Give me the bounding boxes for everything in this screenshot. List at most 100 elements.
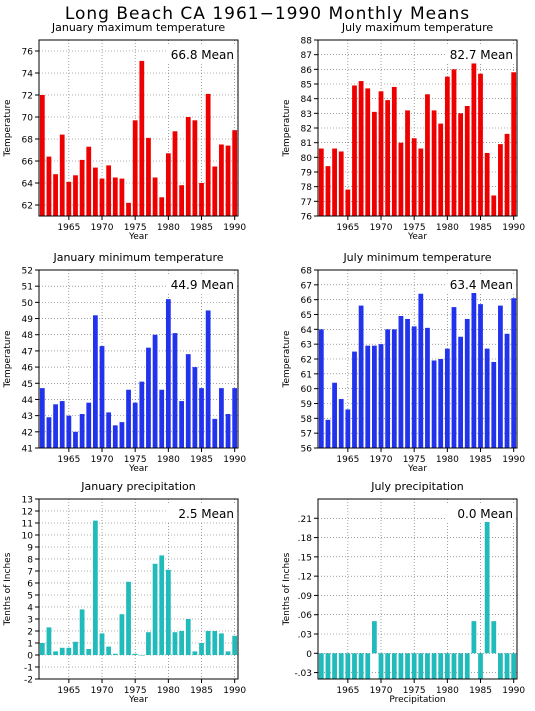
y-tick-label: 62 — [22, 202, 33, 212]
x-tick-label: 1965 — [336, 455, 359, 465]
x-tick-label: 1965 — [336, 223, 359, 233]
y-axis-label: Tenths of Inches — [282, 552, 292, 626]
bar — [159, 389, 165, 448]
chart-title: January minimum temperature — [52, 251, 223, 264]
mean-label-bg — [166, 275, 236, 293]
bar — [471, 287, 477, 448]
chart-panel-3: 41 42 43 44 45 46 47 48 49 50 51 52 1965 1970 1975 1980… — [3, 251, 246, 474]
y-tick-label: 76 — [22, 48, 34, 58]
y-tick-label: 72 — [22, 92, 33, 102]
y-tick-label: 82 — [301, 125, 312, 135]
y-tick-label: 47 — [22, 347, 33, 357]
x-tick-label: 1970 — [91, 223, 114, 233]
bar — [59, 647, 65, 655]
bar — [99, 178, 105, 216]
bar — [484, 348, 490, 448]
y-tick-label: 76 — [301, 213, 313, 223]
y-tick-label: 45 — [22, 380, 33, 390]
bar — [205, 310, 211, 448]
bar — [192, 651, 198, 655]
x-axis-label: Year — [128, 232, 148, 242]
bar — [511, 72, 517, 217]
bar — [352, 85, 357, 216]
bar — [165, 569, 171, 655]
x-tick-label: 1970 — [370, 223, 393, 233]
x-tick-label: 1980 — [157, 223, 180, 233]
bar — [126, 389, 131, 448]
chart-panel-1: 62 64 66 68 70 72 74 76 1965 1970 1975 1980 1985 1990… — [3, 21, 246, 242]
x-tick-label: 1975 — [403, 223, 426, 233]
bar — [146, 347, 151, 448]
y-tick-label: 51 — [22, 283, 33, 293]
x-axis-label: Year — [128, 464, 148, 474]
bar — [73, 641, 78, 655]
y-tick-label: 57 — [301, 430, 312, 440]
plot-frame — [317, 498, 518, 680]
y-tick-label: 87 — [301, 51, 312, 61]
x-tick-label: 1965 — [57, 223, 80, 233]
y-axis-label: Temperature — [282, 99, 292, 157]
y-tick-label: 80 — [301, 154, 313, 164]
y-tick-label: 77 — [301, 198, 312, 208]
bar — [119, 422, 125, 448]
bar — [232, 388, 238, 448]
bar — [391, 653, 397, 679]
bar — [464, 653, 470, 679]
bar — [152, 177, 158, 216]
x-tick-label: 1965 — [57, 686, 80, 696]
y-tick-label: 66 — [22, 158, 34, 168]
bar — [345, 653, 351, 679]
bar — [398, 653, 404, 679]
bar — [444, 653, 450, 679]
x-axis-label: Year — [407, 464, 427, 474]
x-tick-label: 1970 — [370, 686, 393, 696]
bar — [139, 60, 145, 217]
bar — [411, 653, 417, 679]
bar — [179, 631, 185, 655]
y-tick-label: 5 — [27, 592, 33, 602]
y-tick-label: .06 — [298, 611, 313, 621]
y-tick-label: 64 — [301, 326, 313, 336]
bar — [444, 76, 450, 217]
y-tick-label: 84 — [301, 95, 313, 105]
bar — [59, 401, 65, 448]
bar — [39, 95, 45, 216]
bar — [511, 653, 517, 679]
x-tick-label: 1985 — [190, 455, 213, 465]
bar — [418, 148, 424, 216]
bar — [471, 621, 477, 654]
y-tick-label: 59 — [301, 400, 313, 410]
mean-label: 63.4 Mean — [450, 278, 513, 292]
bar — [86, 402, 92, 448]
bar — [106, 412, 112, 448]
bar — [132, 653, 138, 655]
bar — [425, 653, 430, 679]
bar — [73, 175, 78, 216]
mean-label: 82.7 Mean — [450, 48, 513, 62]
y-tick-label: 3 — [27, 616, 33, 626]
bar — [318, 653, 324, 679]
mean-label: 2.5 Mean — [178, 507, 234, 521]
chart-panel-2: 76 77 78 79 80 81 82 83 84 85 86 87 88 1965 1970 1975 19… — [282, 21, 525, 242]
x-tick-label: 1970 — [370, 455, 393, 465]
x-tick-label: 1990 — [502, 686, 525, 696]
bar — [126, 581, 131, 655]
bar — [345, 189, 351, 216]
y-axis-label: Temperature — [3, 330, 13, 388]
bar — [338, 399, 344, 448]
bar — [192, 120, 198, 216]
y-tick-label: 7 — [27, 568, 33, 578]
x-tick-label: 1975 — [124, 686, 147, 696]
chart-title: July maximum temperature — [341, 21, 494, 34]
bar — [225, 414, 231, 448]
bar — [498, 305, 503, 448]
y-tick-label: 1 — [27, 640, 33, 650]
y-tick-label: 88 — [301, 37, 313, 47]
y-tick-label: 9 — [27, 544, 33, 554]
y-tick-label: 10 — [22, 532, 34, 542]
y-tick-label: 68 — [22, 136, 34, 146]
chart-title: January maximum temperature — [51, 21, 225, 34]
y-tick-label: 86 — [301, 66, 313, 76]
